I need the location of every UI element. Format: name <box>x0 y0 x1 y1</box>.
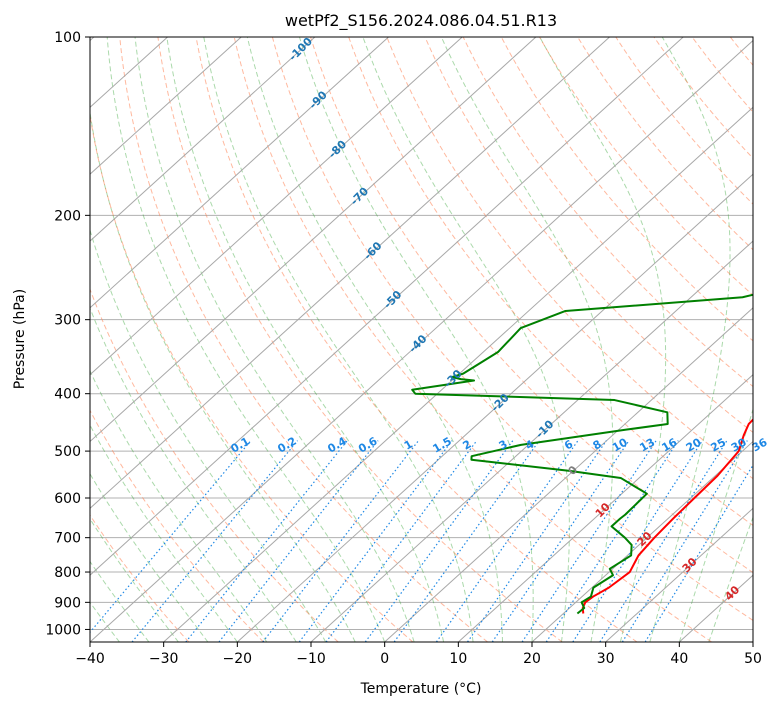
mixing-ratio-line <box>491 440 630 642</box>
moist-adiabat-line <box>440 37 614 642</box>
mixing-ratio-lines <box>90 440 753 642</box>
dry-adiabat-line <box>653 37 753 159</box>
dewpoint-profile-line <box>411 293 753 615</box>
mixing-ratio-line <box>185 440 348 642</box>
isotherm-line <box>90 37 537 443</box>
x-tick-label: 40 <box>670 651 688 667</box>
x-tick-label: −30 <box>149 651 179 667</box>
isotherm-line <box>605 507 753 642</box>
moist-adiabat-line <box>90 228 327 642</box>
axis-ticks: −40 −30 −20 −10 0 10 20 30 40 50 100 200 300 400 500 60… <box>45 30 762 667</box>
x-tick-label: −40 <box>75 651 105 667</box>
mixing-ratio-line <box>521 440 657 642</box>
moist-adiabat-line <box>90 369 268 642</box>
profiles <box>411 293 753 615</box>
isotherm-line <box>90 37 316 242</box>
y-tick-label: 400 <box>54 387 81 403</box>
isotherm-line <box>163 106 753 642</box>
plot-frame <box>89 36 754 643</box>
y-tick-label: 900 <box>54 595 81 611</box>
mixing-ratio-line <box>644 463 753 642</box>
dry-adiabat-line <box>768 37 775 642</box>
x-tick-label: 50 <box>744 651 762 667</box>
y-tick-label: 800 <box>54 565 81 581</box>
isotherm-line <box>90 37 242 175</box>
mixing-ratio-line <box>393 440 540 642</box>
y-tick-label: 200 <box>54 208 81 224</box>
x-tick-label: −10 <box>296 651 326 667</box>
dry-adiabat-line <box>462 37 753 388</box>
dry-adiabat-line <box>233 37 712 642</box>
moist-adiabat-line <box>203 37 474 642</box>
moist-adiabat-line <box>90 306 297 642</box>
dry-adiabat-line <box>119 37 488 642</box>
y-tick-label: 600 <box>54 491 81 507</box>
moist-adiabat-line <box>106 37 386 642</box>
y-axis-label: Pressure (hPa) <box>12 289 28 389</box>
moist-adiabat-line <box>166 37 445 642</box>
moist-adiabat-line <box>678 407 753 642</box>
isotherm-line <box>384 307 753 642</box>
moist-adiabat-line <box>246 37 504 642</box>
y-tick-label: 100 <box>54 30 81 46</box>
dry-adiabat-line <box>539 37 753 296</box>
moist-adiabat-line <box>708 515 753 642</box>
dry-adiabat-line <box>310 37 753 574</box>
moist-adiabat-line <box>134 37 415 642</box>
y-tick-label: 300 <box>54 313 81 329</box>
isotherm-line <box>90 37 463 376</box>
y-tick-label: 1000 <box>45 622 81 638</box>
x-tick-label: 20 <box>523 651 541 667</box>
moist-adiabat-line <box>298 37 534 642</box>
isotherm-line <box>310 240 753 642</box>
mixing-ratio-line <box>467 440 607 642</box>
x-tick-label: 0 <box>380 651 389 667</box>
moist-adiabat-line <box>362 37 570 642</box>
isotherm-line <box>90 39 753 642</box>
mixing-ratio-line <box>545 440 679 642</box>
mixing-ratio-line <box>435 440 579 642</box>
y-tick-label: 500 <box>54 444 81 460</box>
x-tick-label: 30 <box>597 651 615 667</box>
x-axis-label: Temperature (°C) <box>360 681 482 697</box>
dry-adiabat-line <box>90 112 414 642</box>
dry-adiabat-line <box>577 37 753 251</box>
isotherm-line <box>531 440 753 642</box>
moist-adiabat-line <box>539 37 667 642</box>
dry-adiabat-line <box>90 287 339 642</box>
dry-adiabat-line <box>195 37 638 642</box>
mixing-ratio-line <box>131 440 299 642</box>
chart-title: wetPf2_S156.2024.086.04.51.R13 <box>285 11 557 31</box>
mixing-ratio-line <box>364 440 514 642</box>
x-tick-label: 10 <box>449 651 467 667</box>
dry-adiabat-line <box>500 37 753 342</box>
dry-adiabat-line <box>271 37 753 621</box>
x-tick-label: −20 <box>223 651 253 667</box>
temperature-profile-line <box>581 418 753 614</box>
dry-adiabat-line <box>90 514 190 642</box>
mixing-ratio-line <box>218 440 379 642</box>
isotherm-line <box>90 37 684 576</box>
moist-adiabat-line <box>649 37 731 642</box>
skewed-isotherms <box>90 37 753 642</box>
isotherm-line <box>90 37 389 309</box>
isotherm-line <box>752 641 753 642</box>
mixing-ratio-line <box>262 440 419 642</box>
y-tick-label: 700 <box>54 531 81 547</box>
isotherm-line <box>90 37 610 510</box>
dry-adiabat-line <box>157 37 563 642</box>
isotherm-line <box>457 374 753 642</box>
isotherm-line <box>236 173 753 642</box>
